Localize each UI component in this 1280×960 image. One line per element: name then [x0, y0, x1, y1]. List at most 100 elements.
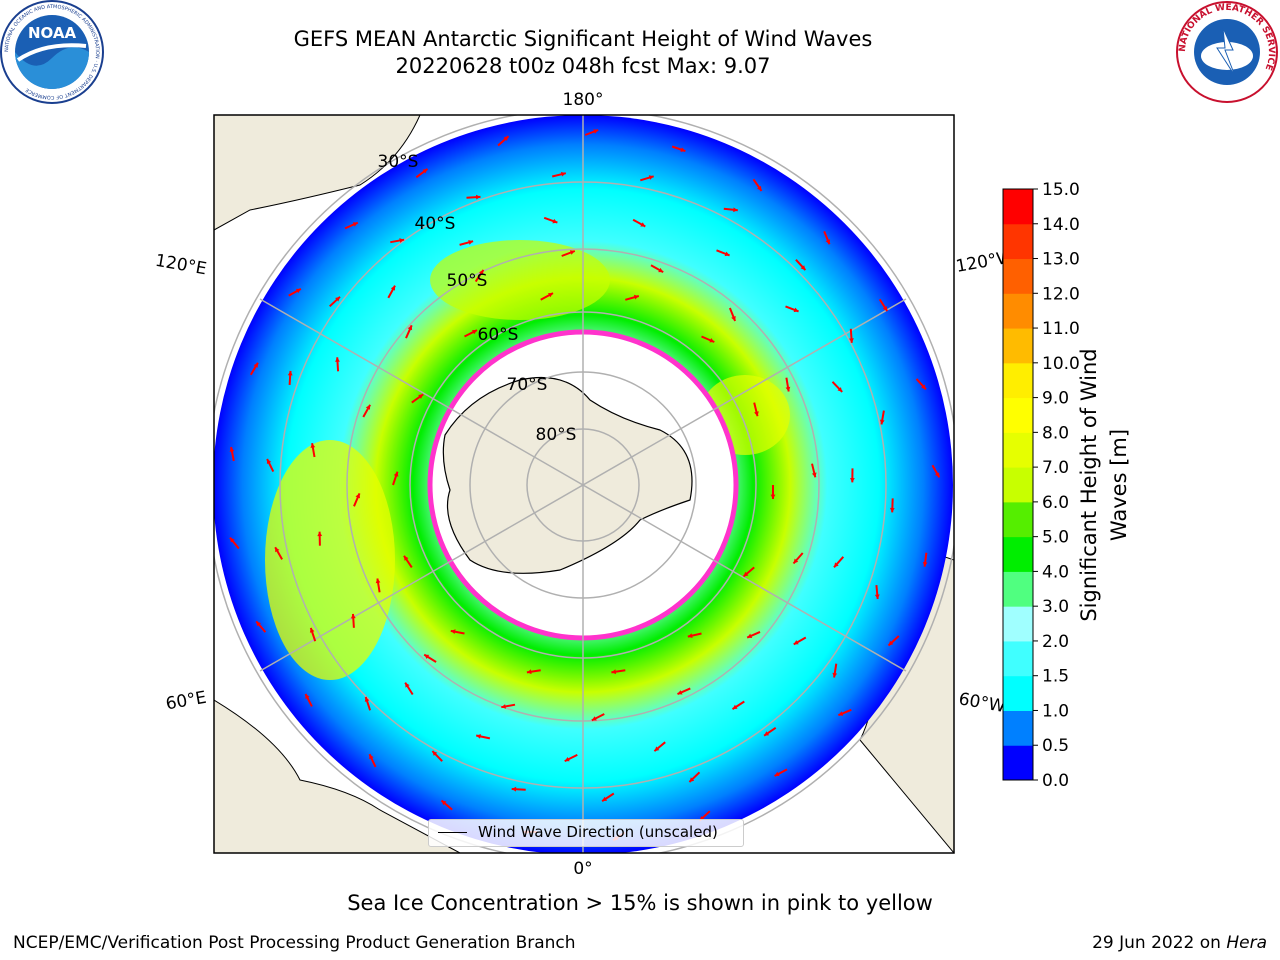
lat-label-50s: 50°S — [447, 271, 488, 291]
lon-label-180: 180° — [563, 90, 604, 110]
colorbar-swatch — [1003, 189, 1033, 225]
colorbar-tick-label: 4.0 — [1042, 562, 1069, 582]
wave-direction-arrowhead — [648, 175, 654, 180]
legend-line-swatch — [438, 832, 467, 833]
wave-direction-arrowhead — [731, 316, 736, 321]
wave-direction-arrowhead — [882, 306, 888, 312]
wave-max-region-indian — [265, 440, 395, 680]
colorbar-swatch — [1003, 640, 1033, 677]
wave-direction-arrowhead — [229, 447, 235, 452]
colorbar-swatch — [1003, 675, 1033, 711]
wave-direction-arrowhead — [552, 218, 558, 224]
wave-direction-arrowhead — [658, 267, 664, 273]
colorbar-swatch — [1003, 397, 1033, 433]
wave-direction-arrowhead — [569, 250, 575, 255]
wave-direction-arrowhead — [479, 269, 484, 275]
wave-direction-arrowhead — [424, 654, 430, 659]
wave-direction-arrowhead — [476, 194, 481, 200]
wave-direction-arrowhead — [472, 330, 477, 335]
wave-direction-arrowhead — [275, 547, 280, 553]
wave-direction-arrowhead — [418, 394, 424, 399]
colorbar-tick-label: 5.0 — [1042, 528, 1069, 548]
colorbar-swatch — [1003, 710, 1033, 746]
colorbar-tick-label: 14.0 — [1042, 215, 1080, 235]
colorbar-tick-label: 13.0 — [1042, 250, 1080, 270]
wave-direction-arrowhead — [450, 629, 456, 634]
wave-direction-arrowhead — [677, 690, 683, 695]
wave-direction-arrowhead — [317, 531, 323, 537]
wave-direction-arrowhead — [602, 796, 608, 802]
colorbar-swatch — [1003, 745, 1033, 781]
wave-direction-arrowhead — [793, 640, 799, 645]
lat-label-60s: 60°S — [478, 325, 519, 345]
wave-direction-arrowhead — [390, 285, 395, 291]
wave-direction-arrowhead — [834, 562, 839, 568]
wave-direction-arrowhead — [793, 558, 799, 564]
graticule — [214, 115, 954, 853]
wave-direction-arrowhead — [825, 239, 831, 245]
wave-direction-arrowhead — [811, 472, 817, 478]
lat-label-40s: 40°S — [415, 214, 456, 234]
colorbar: 0.0 0.5 1.0 1.5 2.0 3.0 4.0 5.0 6.0 7.0 8.0 9.0 10.0… — [1002, 180, 1080, 791]
wave-direction-arrowhead — [800, 265, 806, 271]
colorbar-swatches — [1002, 188, 1034, 781]
wave-direction-arrowhead — [837, 387, 843, 392]
wave-direction-arrowhead — [501, 704, 506, 709]
wave-direction-arrowhead — [733, 207, 738, 213]
colorbar-tick-label: 0.5 — [1042, 736, 1069, 756]
wave-direction-arrowhead — [757, 185, 762, 191]
wave-direction-arrowhead — [407, 325, 413, 331]
lon-label-60e: 60°E — [164, 688, 208, 715]
wave-direction-arrowhead — [230, 537, 235, 543]
wave-direction-arrowhead — [888, 640, 894, 646]
wave-direction-arrowhead — [709, 338, 715, 343]
colorbar-swatch — [1003, 606, 1033, 642]
lat-label-30s: 30°S — [378, 152, 419, 172]
wave-direction-arrowhead — [879, 419, 885, 425]
wave-direction-arrowhead — [309, 627, 315, 633]
wave-direction-arrowhead — [724, 251, 730, 257]
wave-direction-arrowhead — [511, 786, 517, 792]
credit-host: Hera — [1226, 933, 1267, 953]
colorbar-tick-label: 8.0 — [1042, 423, 1069, 443]
colorbar-label: Significant Height of Wind Waves [m] — [1077, 348, 1131, 622]
colorbar-ticks: 0.0 0.5 1.0 1.5 2.0 3.0 4.0 5.0 6.0 7.0 8.0 9.0 10.0… — [1033, 180, 1080, 791]
map-frame — [213, 114, 955, 854]
wave-direction-arrowhead — [838, 711, 844, 716]
wave-direction-arrowhead — [305, 694, 310, 699]
wave-direction-arrowhead — [785, 386, 791, 392]
wave-direction-arrowhead — [364, 697, 370, 702]
credit-left: NCEP/EMC/Verification Post Processing Pr… — [13, 933, 576, 953]
wave-direction-arrowhead — [399, 238, 405, 243]
wave-direction-arrowhead — [774, 771, 780, 776]
colorbar-tick-label: 10.0 — [1042, 354, 1080, 374]
lon-label-120e: 120°E — [154, 251, 208, 280]
wave-direction-arrowhead — [287, 370, 293, 376]
wave-direction-arrowhead — [793, 307, 799, 313]
chart-title: GEFS MEAN Antarctic Significant Height o… — [293, 27, 873, 51]
wave-direction-arrowhead — [687, 633, 693, 638]
wave-direction-arrowhead — [560, 171, 566, 177]
wave-direction-arrowhead — [611, 669, 617, 675]
wave-direction-arrowhead — [922, 561, 928, 567]
colorbar-swatch — [1003, 467, 1033, 503]
wave-direction-arrowhead — [335, 296, 340, 302]
wave-direction-arrowhead — [503, 136, 509, 141]
wave-direction-arrowhead — [849, 338, 854, 343]
colorbar-tick-label: 7.0 — [1042, 458, 1069, 478]
colorbar-tick-label: 0.0 — [1042, 771, 1069, 791]
wave-direction-arrowhead — [476, 734, 481, 739]
wave-direction-arrowhead — [369, 754, 374, 760]
wave-direction-arrowhead — [393, 471, 399, 477]
wave-direction-arrowhead — [310, 443, 316, 448]
colorbar-swatch — [1003, 223, 1033, 260]
wave-direction-arrowhead — [422, 168, 428, 174]
colorbar-frame — [1002, 188, 1034, 781]
colorbar-tick-label: 12.0 — [1042, 284, 1080, 304]
wave-direction-arrowhead — [921, 384, 926, 390]
colorbar-tick-label: 9.0 — [1042, 389, 1069, 409]
colorbar-swatch — [1003, 536, 1033, 572]
wave-direction-arrowhead — [680, 147, 686, 152]
lon-label-0: 0° — [573, 859, 592, 879]
colorbar-swatch — [1003, 501, 1033, 538]
